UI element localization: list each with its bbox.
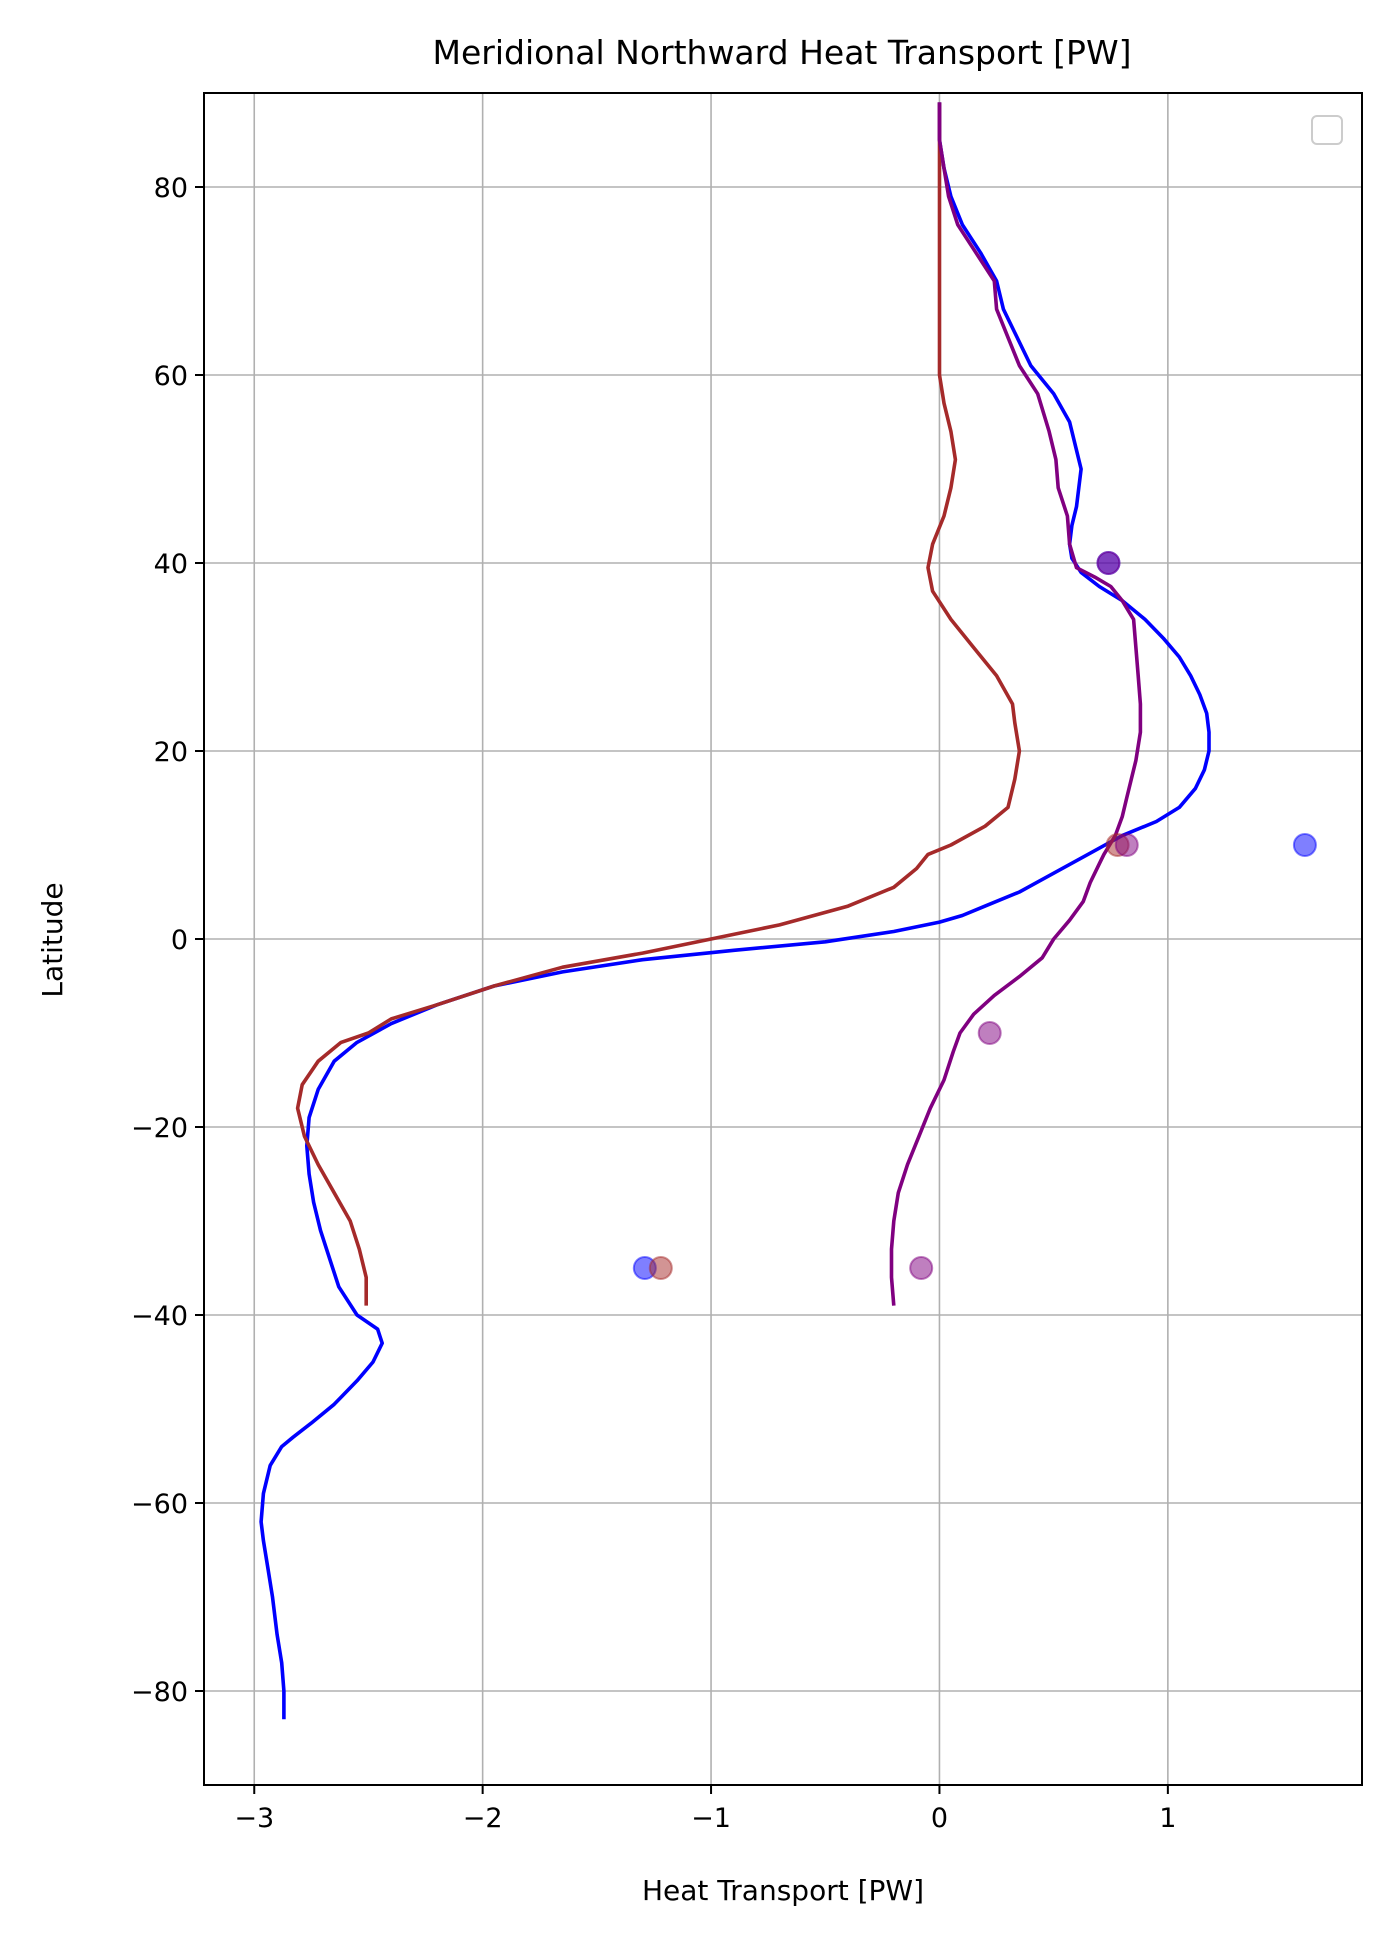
scatter-point	[1114, 833, 1139, 857]
legend-box	[1311, 115, 1343, 145]
x-tick-label: −2	[463, 1803, 503, 1834]
series-lines	[259, 102, 1211, 1720]
y-tick-label: −20	[131, 1113, 188, 1144]
scatter-markers	[632, 551, 1317, 1280]
grid	[204, 93, 1362, 1785]
y-axis-label: Latitude	[36, 882, 69, 997]
chart-title: Meridional Northward Heat Transport [PW]	[433, 33, 1132, 72]
scatter-point	[1292, 833, 1317, 857]
scatter-point	[1096, 551, 1121, 575]
y-tick-label: 60	[154, 361, 188, 392]
series-line	[295, 102, 1022, 1306]
series-line	[889, 102, 1143, 1306]
x-tick-label: 1	[1159, 1803, 1176, 1834]
x-tick-label: −3	[234, 1803, 274, 1834]
x-axis-label: Heat Transport [PW]	[642, 1874, 924, 1907]
x-tick-label: −1	[691, 1803, 731, 1834]
y-tick-label: 20	[154, 737, 188, 768]
x-tick-label: 0	[931, 1803, 948, 1834]
y-tick-label: −60	[131, 1489, 188, 1520]
y-tick-label: 0	[171, 925, 188, 956]
scatter-point	[977, 1021, 1002, 1045]
scatter-point	[909, 1256, 934, 1280]
y-tick-label: −40	[131, 1301, 188, 1332]
y-tick-label: 80	[154, 173, 188, 204]
scatter-point	[648, 1256, 673, 1280]
y-tick-label: −80	[131, 1677, 188, 1708]
series-line	[259, 102, 1211, 1720]
y-tick-label: 40	[154, 549, 188, 580]
axis-ticks: −3 −2 −1 0 1 −80 −60 −40 −20 0 20 40 60 80	[131, 173, 1176, 1834]
